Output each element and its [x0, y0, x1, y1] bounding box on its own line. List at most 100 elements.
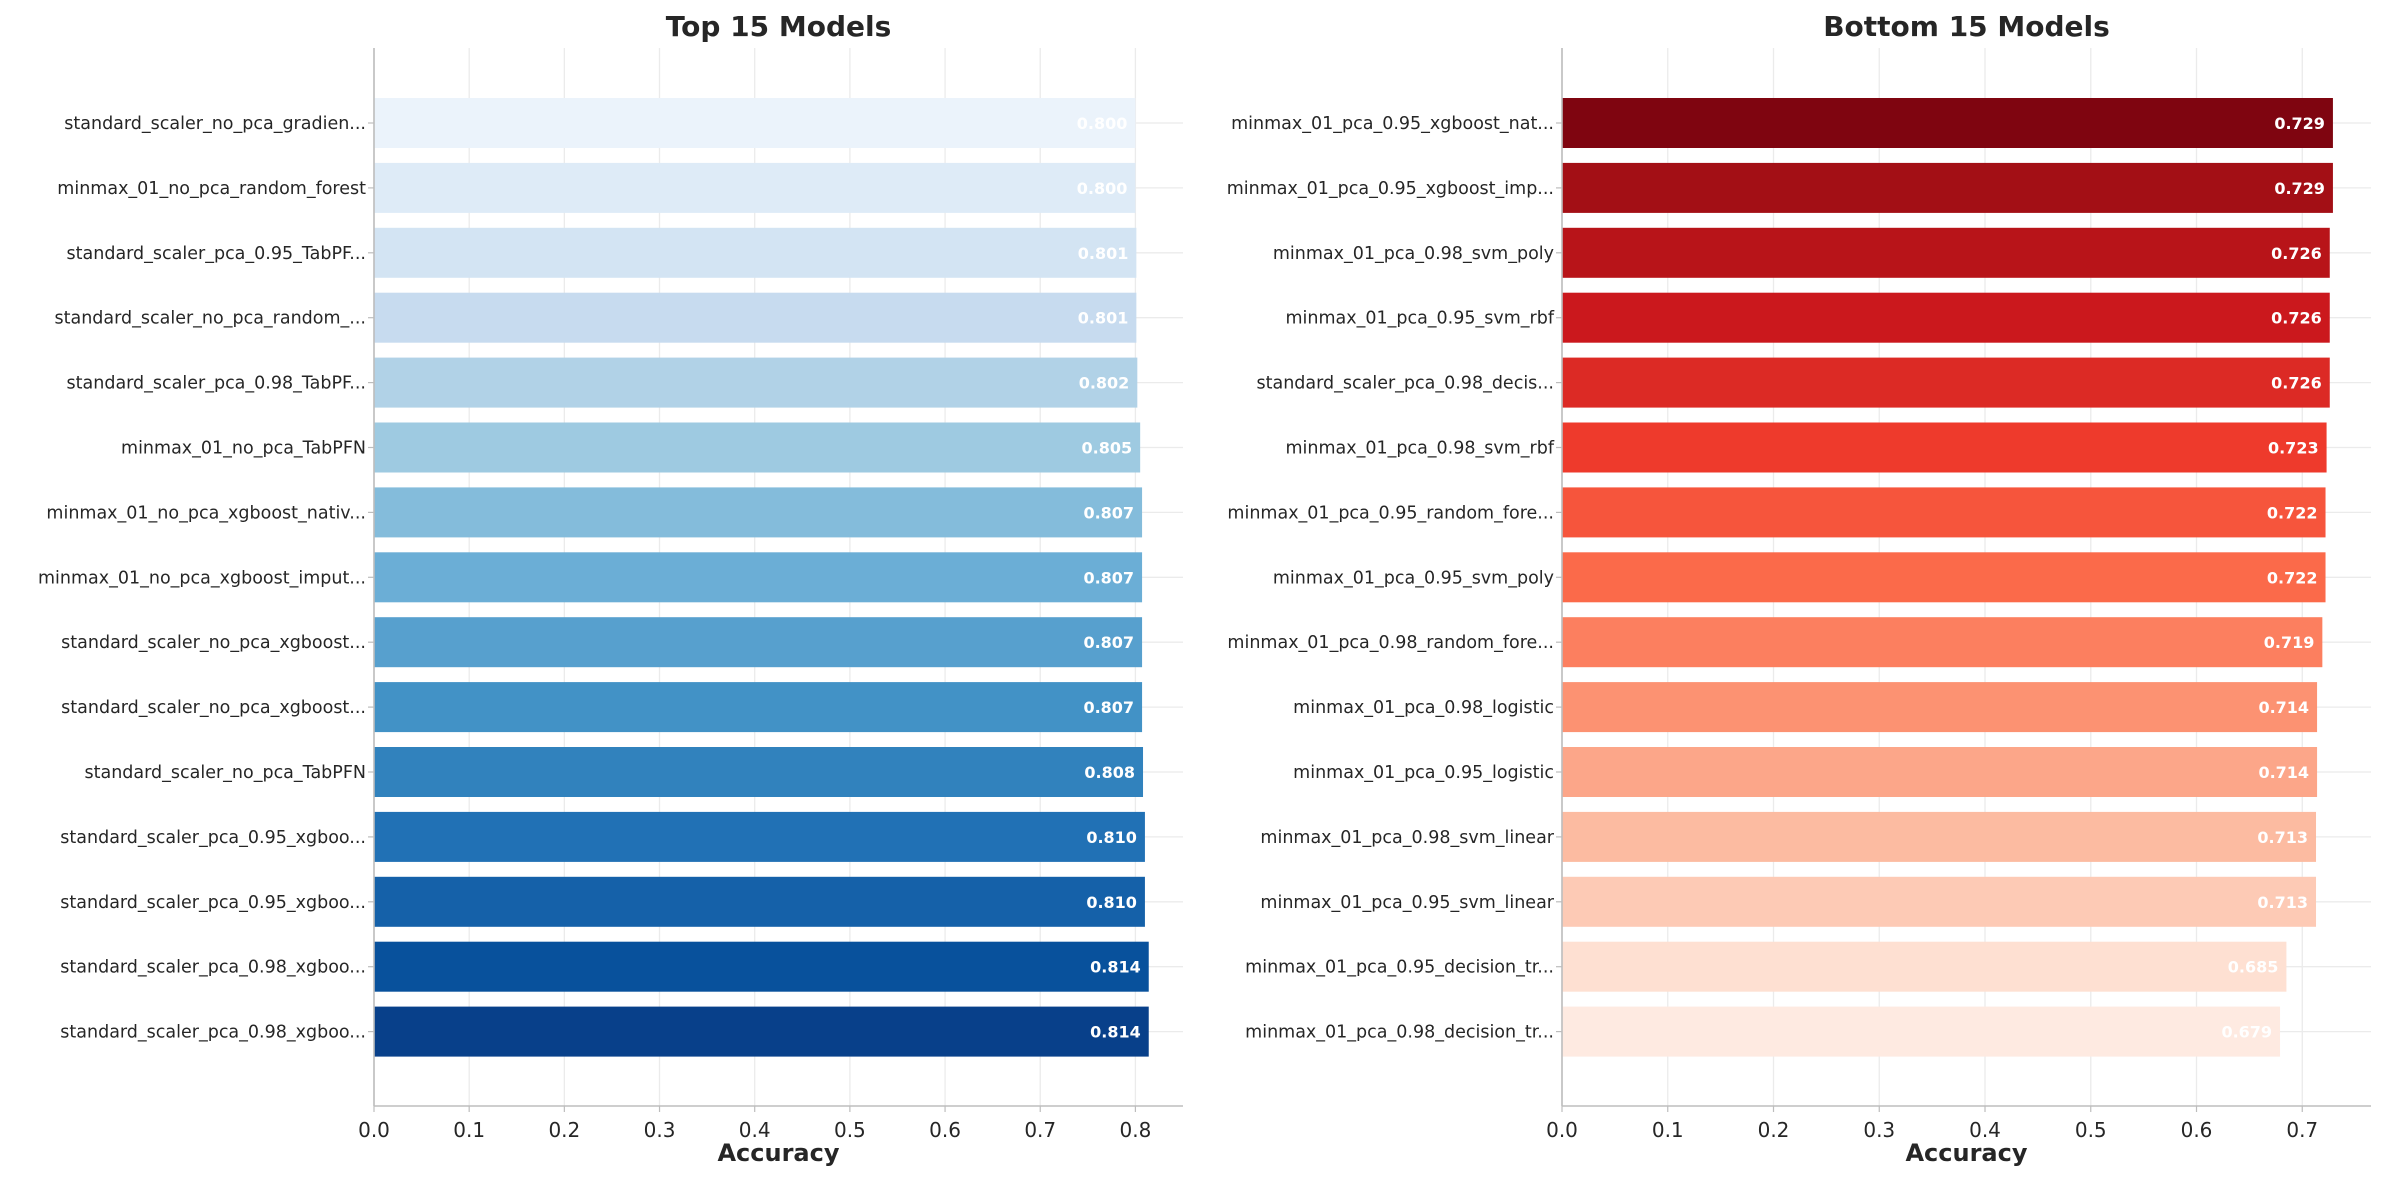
x-tick-label: 0.8: [1120, 1118, 1152, 1142]
bar: [1562, 682, 2318, 733]
category-label: minmax_01_pca_0.95_decision_tr...: [1245, 958, 1554, 978]
value-label: 0.800: [1077, 114, 1128, 133]
category-label: standard_scaler_no_pca_random_...: [55, 309, 366, 329]
category-label: minmax_01_pca_0.95_xgboost_imp...: [1227, 179, 1554, 199]
category-label: standard_scaler_no_pca_TabPFN: [85, 763, 367, 783]
category-label: minmax_01_pca_0.95_random_fore...: [1227, 503, 1554, 523]
category-label: standard_scaler_pca_0.95_xgboo...: [60, 828, 366, 848]
x-tick-label: 0.1: [1652, 1118, 1684, 1142]
bar: [1562, 292, 2330, 343]
value-labels: 0.729 0.729 0.726 0.726 0.726 0.723 0.722 0.722…: [2221, 114, 2324, 1042]
bar: [374, 357, 1138, 408]
value-label: 0.726: [2271, 309, 2322, 328]
x-tick-label: 0.4: [739, 1118, 771, 1142]
x-ticks: 0.0 0.1 0.2 0.3 0.4 0.5 0.6 0.7: [1546, 1106, 2318, 1142]
value-label: 0.814: [1090, 1023, 1141, 1042]
bar: [1562, 941, 2287, 992]
category-label: minmax_01_pca_0.98_decision_tr...: [1245, 1023, 1554, 1043]
x-tick-label: 0.5: [2075, 1118, 2107, 1142]
category-label: standard_scaler_pca_0.98_TabPF...: [67, 374, 366, 394]
category-labels: minmax_01_pca_0.95_xgboost_nat... minmax_…: [1227, 114, 1562, 1043]
value-label: 0.685: [2228, 958, 2279, 977]
top-chart-xlabel: Accuracy: [717, 1139, 839, 1167]
category-label: minmax_01_pca_0.95_svm_linear: [1260, 893, 1554, 913]
value-label: 0.810: [1086, 828, 1137, 847]
bar: [1562, 747, 2318, 797]
bar: [374, 941, 1149, 992]
bottom-chart-title: Bottom 15 Models: [1823, 10, 2110, 43]
bars: [374, 98, 1149, 1057]
value-label: 0.722: [2267, 568, 2318, 587]
x-tick-label: 0.1: [453, 1118, 485, 1142]
value-label: 0.810: [1086, 893, 1137, 912]
category-label: minmax_01_no_pca_random_forest: [57, 179, 366, 199]
category-label: standard_scaler_no_pca_gradien...: [64, 114, 366, 134]
bar: [374, 747, 1144, 797]
bar: [1562, 552, 2326, 603]
bars: [1562, 98, 2333, 1057]
category-label: minmax_01_pca_0.98_svm_poly: [1273, 244, 1554, 264]
value-label: 0.723: [2268, 439, 2319, 458]
category-label: standard_scaler_pca_0.98_xgboo...: [60, 1023, 366, 1043]
bar: [374, 227, 1137, 278]
bottom-chart-xlabel: Accuracy: [1905, 1139, 2027, 1167]
top-15-chart: Top 15 Models Accuracy 0.8000.8000.8010.…: [38, 10, 1183, 1167]
value-label: 0.726: [2271, 374, 2322, 393]
bar: [374, 98, 1136, 148]
value-label: 0.807: [1083, 633, 1134, 652]
value-label: 0.714: [2258, 698, 2309, 717]
category-label: standard_scaler_pca_0.95_TabPF...: [67, 244, 366, 264]
bar: [374, 811, 1145, 862]
category-label: minmax_01_pca_0.95_logistic: [1293, 763, 1554, 783]
bar: [1562, 1006, 2281, 1057]
bar: [1562, 487, 2326, 538]
category-label: minmax_01_pca_0.98_random_fore...: [1227, 633, 1554, 653]
bar: [374, 1006, 1149, 1057]
bar: [1562, 98, 2333, 148]
category-labels: standard_scaler_no_pca_gradien... minmax_…: [38, 114, 374, 1043]
value-label: 0.714: [2258, 763, 2309, 782]
category-label: standard_scaler_pca_0.98_xgboo...: [60, 958, 366, 978]
category-label: minmax_01_pca_0.98_svm_rbf: [1285, 439, 1554, 459]
value-label: 0.719: [2264, 633, 2315, 652]
category-label: minmax_01_pca_0.95_xgboost_nat...: [1231, 114, 1554, 134]
x-tick-label: 0.0: [1546, 1118, 1578, 1142]
bar: [1562, 617, 2323, 668]
value-label: 0.807: [1083, 503, 1134, 522]
category-label: standard_scaler_no_pca_xgboost...: [61, 633, 366, 653]
value-label: 0.801: [1078, 244, 1129, 263]
category-label: minmax_01_pca_0.98_logistic: [1293, 698, 1554, 718]
bar: [374, 876, 1145, 927]
category-label: minmax_01_no_pca_xgboost_imput...: [38, 568, 366, 588]
value-label: 0.800: [1077, 179, 1128, 198]
value-label: 0.805: [1082, 439, 1133, 458]
category-label: minmax_01_pca_0.98_svm_linear: [1260, 828, 1554, 848]
x-tick-label: 0.5: [834, 1118, 866, 1142]
category-label: standard_scaler_pca_0.98_decis...: [1257, 374, 1555, 394]
x-tick-label: 0.7: [2286, 1118, 2318, 1142]
value-label: 0.726: [2271, 244, 2322, 263]
value-label: 0.713: [2257, 893, 2308, 912]
bar: [1562, 162, 2333, 213]
x-tick-label: 0.0: [358, 1118, 390, 1142]
bar: [374, 682, 1143, 733]
x-tick-label: 0.3: [1863, 1118, 1895, 1142]
value-label: 0.679: [2221, 1023, 2272, 1042]
x-tick-label: 0.2: [548, 1118, 580, 1142]
category-label: minmax_01_no_pca_xgboost_nativ...: [46, 503, 366, 523]
bar: [374, 552, 1143, 603]
x-tick-label: 0.3: [644, 1118, 676, 1142]
category-label: standard_scaler_pca_0.95_xgboo...: [60, 893, 366, 913]
category-label: standard_scaler_no_pca_xgboost...: [61, 698, 366, 718]
value-label: 0.729: [2274, 114, 2325, 133]
x-tick-label: 0.6: [2181, 1118, 2213, 1142]
value-label: 0.814: [1090, 958, 1141, 977]
bar: [374, 292, 1137, 343]
category-label: minmax_01_no_pca_TabPFN: [121, 439, 366, 459]
value-label: 0.808: [1084, 763, 1135, 782]
bar: [1562, 227, 2330, 278]
value-label: 0.801: [1078, 309, 1129, 328]
value-label: 0.729: [2274, 179, 2325, 198]
category-label: minmax_01_pca_0.95_svm_poly: [1273, 568, 1554, 588]
